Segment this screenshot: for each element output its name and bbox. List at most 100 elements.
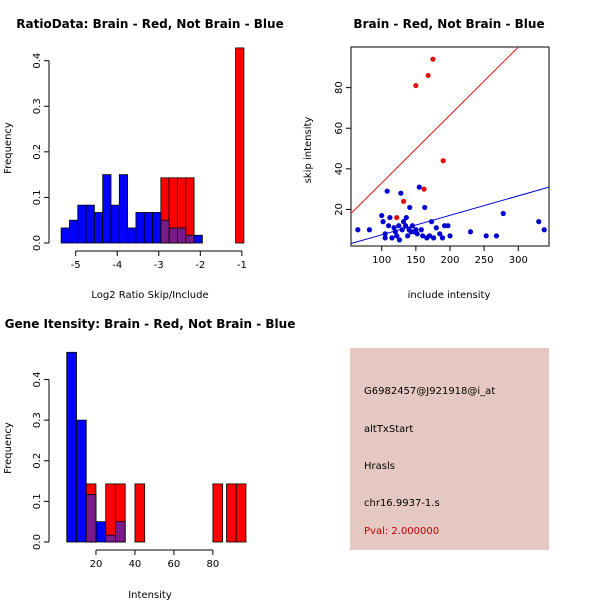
brain-regression-line: [351, 47, 520, 214]
gene-brain-bar: [134, 483, 146, 543]
not-brain-point: [391, 225, 397, 231]
ratio-y-tick-label: 0.1: [32, 189, 43, 205]
not-brain-point: [405, 233, 411, 239]
not-brain-point: [500, 210, 506, 217]
not-brain-point: [447, 233, 453, 239]
ratio-not-brain-bar: [85, 204, 95, 244]
not-brain-point: [428, 219, 435, 225]
scatter-y-axis-label: skip intensity: [303, 117, 314, 184]
ratio-not-brain-bar: [69, 219, 79, 244]
not-brain-point: [536, 219, 542, 225]
ratio-not-brain-bar: [110, 204, 120, 244]
ratio-overlap-bar: [177, 227, 187, 244]
scatter-x-axis-label: include intensity: [408, 290, 491, 301]
ratio-y-tick-label: 0.4: [32, 53, 43, 69]
scatter-chart-title: Brain - Red, Not Brain - Blue: [353, 17, 544, 31]
not-brain-point: [483, 233, 489, 239]
not-brain-point: [493, 233, 500, 239]
gene-overlap-bar: [115, 521, 126, 543]
scatter-y-tick-label: 40: [334, 162, 345, 175]
ratio-not-brain-bar: [152, 212, 162, 244]
gene-brain-bar: [226, 483, 237, 543]
brain-point: [413, 82, 419, 89]
ratio-not-brain-bar: [135, 212, 145, 244]
gene-not-brain-bar: [76, 419, 87, 543]
gene-chart-title: Gene Itensity: Brain - Red, Not Brain - …: [5, 317, 296, 331]
ratio-axes: -5 -4 -3 -2 -1 0.0 0.1 0.2 0.3 0.4: [32, 53, 247, 271]
ratio-chart-title: RatioData: Brain - Red, Not Brain - Blue: [16, 17, 283, 31]
ratio-not-brain-bar: [193, 234, 203, 244]
event-type: altTxStart: [364, 424, 414, 435]
gene-symbol: Hrasls: [364, 461, 395, 472]
not-brain-point: [384, 188, 390, 194]
not-brain-point: [400, 219, 407, 225]
not-brain-point: [403, 223, 409, 229]
probe-id: G6982457@J921918@i_at: [364, 386, 496, 397]
not-brain-point: [437, 231, 443, 237]
gene-x-tick-label: 40: [129, 559, 142, 570]
ratio-x-tick-label: -4: [112, 260, 122, 271]
gene-brain-bar: [235, 483, 247, 543]
not-brain-point: [382, 235, 388, 241]
gene-x-tick-label: 20: [90, 559, 103, 570]
not-brain-point: [445, 223, 451, 229]
ratio-not-brain-bar: [102, 174, 112, 244]
not-brain-point: [407, 204, 413, 211]
gene-not-brain-bar: [95, 521, 107, 543]
not-brain-point: [414, 231, 420, 237]
ratio-not-brain-bar: [143, 212, 153, 244]
scatter-x-tick-label: 200: [440, 255, 459, 266]
not-brain-point: [396, 223, 402, 229]
not-brain-point: [385, 223, 392, 229]
ratio-x-tick-label: -2: [195, 260, 205, 271]
scatter-x-tick-label: 300: [509, 255, 528, 266]
not-brain-point: [409, 223, 416, 229]
gene-y-tick-label: 0.1: [32, 493, 43, 509]
gene-x-tick-label: 80: [207, 559, 220, 570]
gene-brain-bar: [105, 483, 116, 543]
ratio-not-brain-bar: [77, 204, 87, 244]
brain-point: [421, 186, 427, 192]
ratio-x-tick-label: -1: [237, 260, 247, 271]
ratio-x-axis-label: Log2 Ratio Skip/Include: [91, 290, 208, 301]
ratio-overlap-bar: [185, 234, 195, 244]
gene-x-axis-label: Intensity: [128, 590, 172, 600]
ratio-not-brain-bar: [60, 227, 70, 244]
scatter-y-tick-label: 60: [334, 122, 345, 135]
scatter-x-tick-label: 100: [372, 255, 391, 266]
not-brain-point: [392, 229, 398, 235]
not-brain-point: [387, 214, 393, 221]
gene-not-brain-bar: [66, 351, 77, 543]
not-brain-point: [431, 235, 437, 241]
scatter-y-tick-label: 80: [334, 81, 345, 94]
ratio-x-tick-label: -5: [71, 260, 81, 271]
brain-point: [394, 214, 400, 221]
brain-point: [430, 56, 436, 62]
not-brain-point: [439, 235, 446, 241]
brain-point: [400, 198, 407, 204]
gene-bars: [66, 351, 247, 543]
not-brain-point: [380, 219, 386, 225]
brain-point: [440, 158, 446, 164]
not-brain-point: [416, 184, 422, 190]
ratio-overlap-bar: [168, 227, 178, 244]
not-brain-point: [433, 225, 439, 231]
scatter-points: [355, 56, 547, 243]
intensity-scatter-plot: Brain - Red, Not Brain - Blue include in…: [303, 17, 550, 301]
ratio-bars: [60, 47, 245, 244]
scatter-regression-lines: [351, 47, 549, 245]
gene-overlap-bar: [85, 494, 97, 543]
ratio-histogram: RatioData: Brain - Red, Not Brain - Blue…: [3, 17, 284, 301]
ratio-y-tick-label: 0.2: [32, 144, 43, 160]
gene-y-tick-label: 0.4: [32, 372, 43, 388]
not-brain-point: [403, 214, 409, 221]
brain-point: [425, 72, 431, 79]
gene-x-tick-label: 60: [168, 559, 181, 570]
ratio-brain-bar: [235, 47, 245, 244]
not-brain-point: [420, 233, 426, 239]
scatter-x-tick-label: 250: [475, 255, 494, 266]
ratio-x-tick-label: -3: [154, 260, 164, 271]
not-brain-point: [413, 227, 419, 233]
not-brain-point: [426, 233, 433, 239]
p-value: Pval: 2.000000: [364, 526, 440, 537]
